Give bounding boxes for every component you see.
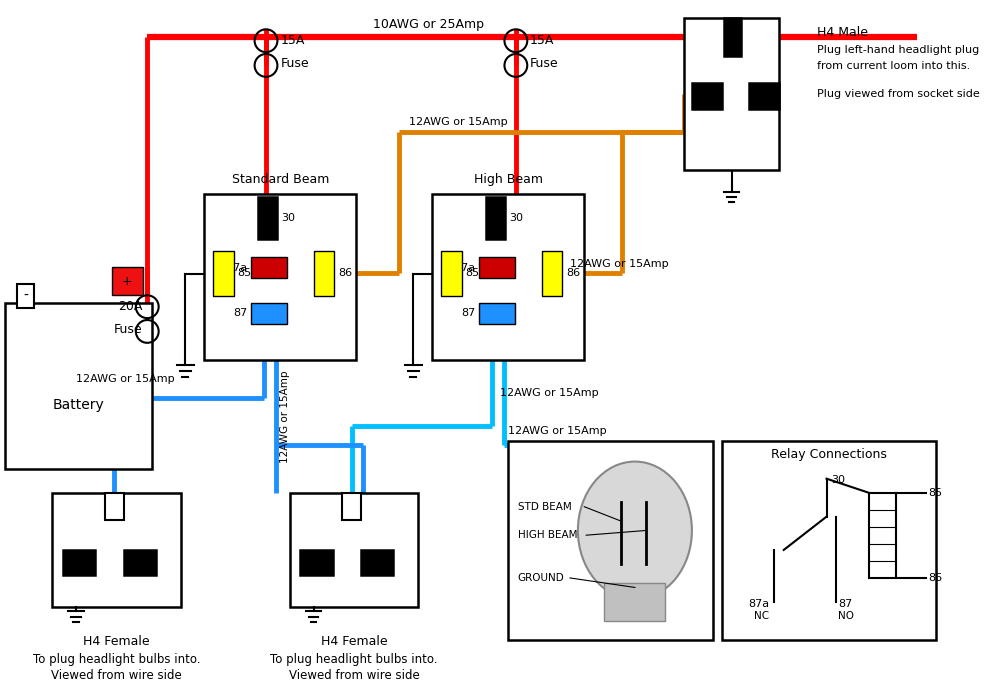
Bar <box>747 83 779 109</box>
Bar <box>342 493 361 520</box>
Bar <box>112 267 142 296</box>
Bar <box>104 493 123 520</box>
Bar <box>250 257 287 278</box>
Text: from current loom into this.: from current loom into this. <box>817 61 969 71</box>
Bar <box>17 284 34 308</box>
Text: Relay Connections: Relay Connections <box>771 449 886 462</box>
Text: H4 Male: H4 Male <box>817 25 867 39</box>
Text: NC: NC <box>754 611 769 621</box>
Text: 12AWG or 15Amp: 12AWG or 15Amp <box>508 426 606 436</box>
Text: 86: 86 <box>338 269 352 278</box>
Text: 86: 86 <box>566 269 580 278</box>
Text: Battery: Battery <box>52 398 104 412</box>
Bar <box>52 493 180 607</box>
Bar <box>5 303 152 469</box>
Text: Standard Beam: Standard Beam <box>231 173 329 186</box>
Text: High Beam: High Beam <box>473 173 542 186</box>
Text: 87: 87 <box>232 309 246 318</box>
Ellipse shape <box>577 462 691 599</box>
Text: Viewed from wire side: Viewed from wire side <box>289 668 419 681</box>
Bar <box>432 194 584 360</box>
Bar <box>259 196 278 239</box>
Text: +: + <box>122 274 132 287</box>
Text: 12AWG or 15Amp: 12AWG or 15Amp <box>569 258 668 269</box>
Bar <box>204 194 356 360</box>
Text: To plug headlight bulbs into.: To plug headlight bulbs into. <box>270 652 437 666</box>
Text: 12AWG or 15Amp: 12AWG or 15Amp <box>76 373 174 384</box>
Text: 87: 87 <box>837 599 852 609</box>
Text: STD BEAM: STD BEAM <box>517 502 571 512</box>
Bar <box>440 251 461 296</box>
Bar <box>508 441 711 640</box>
Text: H4 Female: H4 Female <box>321 635 387 648</box>
Bar <box>541 251 562 296</box>
Text: Fuse: Fuse <box>114 323 142 336</box>
Bar <box>250 303 287 324</box>
Bar <box>604 583 664 621</box>
Text: Fuse: Fuse <box>530 57 558 70</box>
Text: 87a: 87a <box>225 263 246 273</box>
Text: 87: 87 <box>460 309 475 318</box>
Bar <box>683 18 779 170</box>
Text: 20A: 20A <box>118 300 142 313</box>
Bar <box>123 550 155 575</box>
Bar <box>723 18 740 56</box>
Bar <box>314 251 334 296</box>
Text: Viewed from wire side: Viewed from wire side <box>51 668 181 681</box>
Text: GROUND: GROUND <box>517 573 564 583</box>
Text: 87a: 87a <box>454 263 475 273</box>
Bar <box>290 493 418 607</box>
Text: 30: 30 <box>281 213 295 223</box>
Bar <box>486 196 505 239</box>
Bar <box>361 550 393 575</box>
Text: 30: 30 <box>509 213 523 223</box>
Bar <box>478 257 514 278</box>
Text: -: - <box>23 289 28 303</box>
Text: Plug left-hand headlight plug: Plug left-hand headlight plug <box>817 45 978 54</box>
Text: 15A: 15A <box>530 34 554 48</box>
Bar <box>721 441 935 640</box>
Text: 12AWG or 15Amp: 12AWG or 15Amp <box>280 371 290 463</box>
Text: To plug headlight bulbs into.: To plug headlight bulbs into. <box>33 652 200 666</box>
Text: 12AWG or 15Amp: 12AWG or 15Amp <box>408 117 507 127</box>
Bar <box>63 550 95 575</box>
Text: 87a: 87a <box>747 599 769 609</box>
Bar <box>478 303 514 324</box>
Text: H4 Female: H4 Female <box>83 635 149 648</box>
Bar <box>212 251 233 296</box>
Text: NO: NO <box>837 611 853 621</box>
Text: Plug viewed from socket side: Plug viewed from socket side <box>817 89 979 99</box>
Text: 86: 86 <box>927 573 941 584</box>
Bar <box>300 550 333 575</box>
Text: 85: 85 <box>237 269 252 278</box>
Text: 85: 85 <box>465 269 479 278</box>
Text: 15A: 15A <box>280 34 305 48</box>
Bar <box>691 83 721 109</box>
Text: 85: 85 <box>927 488 941 498</box>
Bar <box>869 493 895 579</box>
Text: 10AWG or 25Amp: 10AWG or 25Amp <box>373 18 484 31</box>
Text: 30: 30 <box>831 475 845 486</box>
Text: 12AWG or 15Amp: 12AWG or 15Amp <box>499 388 598 398</box>
Text: HIGH BEAM: HIGH BEAM <box>517 531 577 540</box>
Text: Fuse: Fuse <box>280 57 309 70</box>
